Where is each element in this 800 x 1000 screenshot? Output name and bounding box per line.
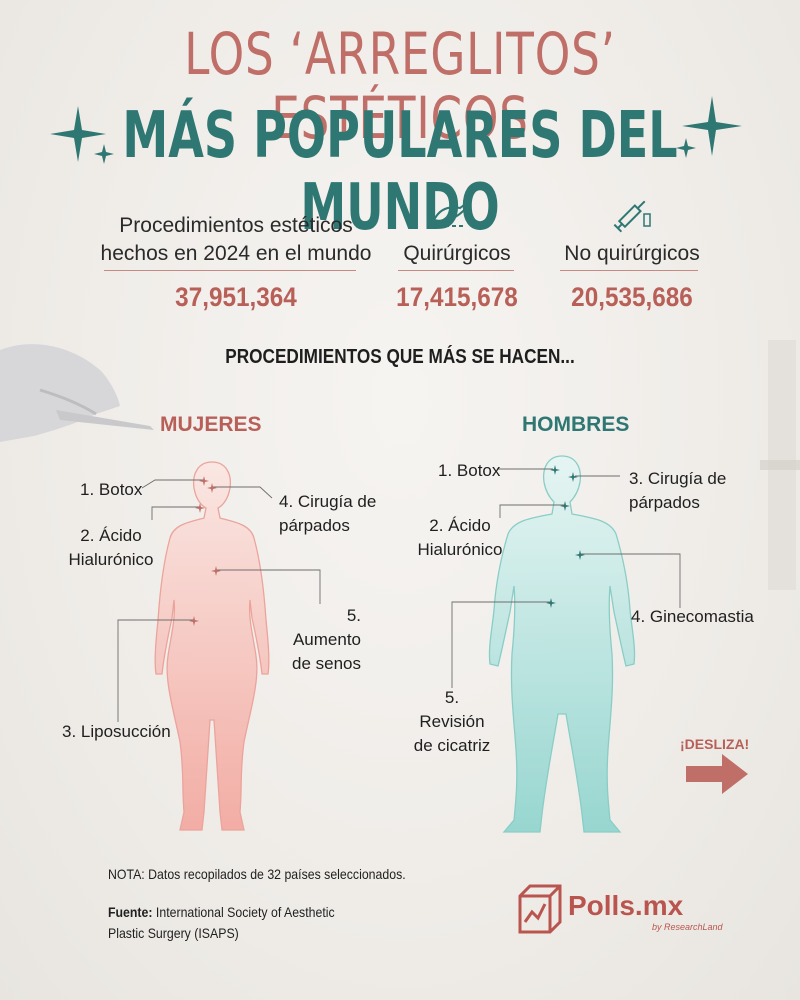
arrow-right-icon[interactable] xyxy=(686,752,750,796)
stat-total-label-line1: Procedimientos estéticos xyxy=(119,214,353,237)
men-item-acido: 2. Ácido Hialurónico xyxy=(412,514,508,562)
women-item-acido: 2. Ácido Hialurónico xyxy=(66,524,156,572)
stat-total-label: Procedimientos estéticos hechos en 2024 … xyxy=(100,212,372,268)
male-body-figure xyxy=(488,455,636,833)
stat-total-divider xyxy=(104,270,356,271)
men-heading: HOMBRES xyxy=(522,413,630,436)
women-item-acido-line1: 2. Ácido xyxy=(80,526,142,545)
men-item-acido-line2: Hialurónico xyxy=(417,540,503,559)
gloved-hand-scalpel-image xyxy=(0,344,154,442)
women-item-parpados-line1: 4. Cirugía de xyxy=(279,492,377,511)
women-item-aumento: 5. Aumento de senos xyxy=(279,604,361,676)
source-text-line2: Plastic Surgery (ISAPS) xyxy=(108,925,239,941)
section-heading: PROCEDIMIENTOS QUE MÁS SE HACEN... xyxy=(225,346,575,368)
men-item-parpados: 3. Cirugía de párpados xyxy=(629,467,726,515)
men-item-ginecomastia: 4. Ginecomastia xyxy=(631,607,754,626)
surgical-hand-icon xyxy=(432,200,472,227)
stat-total-value: 37,951,364 xyxy=(175,282,297,312)
men-item-revision-line2: de cicatriz xyxy=(413,736,491,755)
women-heading: MUJERES xyxy=(160,413,262,436)
women-item-parpados: 4. Cirugía de párpados xyxy=(279,490,376,538)
stat-total-label-line2: hechos en 2024 en el mundo xyxy=(100,242,372,265)
men-item-parpados-line1: 3. Cirugía de xyxy=(629,469,727,488)
women-item-acido-line2: Hialurónico xyxy=(68,550,154,569)
women-item-botox: 1. Botox xyxy=(80,480,143,499)
brand-subline: by ResearchLand xyxy=(652,922,723,932)
data-note: NOTA: Datos recopilados de 32 países sel… xyxy=(108,866,406,882)
stat-nonsurgical-label: No quirúrgicos xyxy=(564,242,700,265)
men-item-parpados-line2: párpados xyxy=(629,493,700,512)
men-item-acido-line1: 2. Ácido xyxy=(429,516,491,535)
women-item-liposuccion: 3. Liposucción xyxy=(62,722,171,741)
women-item-parpados-line2: párpados xyxy=(279,516,350,535)
stat-nonsurgical-value: 20,535,686 xyxy=(571,282,693,312)
source-label: Fuente: xyxy=(108,904,153,920)
faint-syringe-image xyxy=(760,340,800,590)
men-item-botox: 1. Botox xyxy=(438,461,501,480)
stat-nonsurgical-divider xyxy=(560,270,698,271)
men-item-revision-line1: 5. Revisión xyxy=(419,688,485,731)
sparkle-left-icon xyxy=(50,106,114,164)
women-item-aumento-line1: 5. Aumento xyxy=(292,606,361,649)
female-body-figure xyxy=(154,461,270,831)
stat-surgical-divider xyxy=(398,270,514,271)
brand-name: Polls.mx xyxy=(568,890,684,921)
source-text-line1: International Society of Aesthetic xyxy=(155,904,335,920)
stat-surgical-value: 17,415,678 xyxy=(396,282,518,312)
swipe-label[interactable]: ¡DESLIZA! xyxy=(680,736,750,752)
data-source: Fuente: International Society of Aesthet… xyxy=(108,902,398,944)
men-item-revision: 5. Revisión de cicatriz xyxy=(410,686,494,758)
women-item-aumento-line2: de senos xyxy=(292,654,361,673)
title-line-1: LOS ‘ARREGLITOS’ ESTÉTICOS xyxy=(184,20,616,152)
syringe-icon xyxy=(613,200,651,233)
sparkle-right-icon xyxy=(676,96,742,158)
stat-surgical-label: Quirúrgicos xyxy=(403,242,511,265)
pollsmx-logo-icon xyxy=(518,884,562,934)
